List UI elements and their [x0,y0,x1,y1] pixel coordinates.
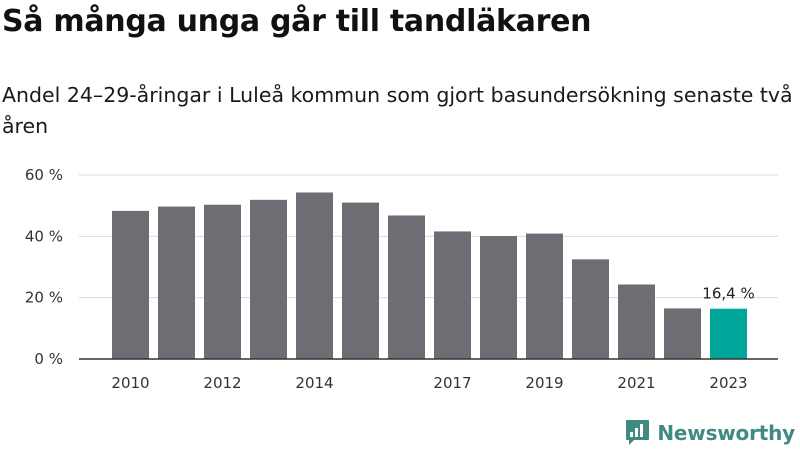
bar [526,233,563,359]
y-tick-label: 20 % [25,289,63,307]
bar [388,215,425,359]
x-tick-label: 2014 [295,374,333,392]
bar [204,204,241,359]
bar [434,231,471,359]
x-tick-label: 2023 [709,374,747,392]
x-tick-label: 2017 [433,374,471,392]
x-tick-label: 2019 [525,374,563,392]
bar [342,202,379,359]
chart-subtitle: Andel 24–29-åringar i Luleå kommun som g… [2,83,793,138]
bar [296,192,333,359]
y-tick-label: 0 % [34,350,63,368]
data-label: 16,4 % [702,285,754,303]
bar [112,210,149,359]
bar [572,259,609,359]
bar [480,236,517,359]
x-tick-label: 2021 [617,374,655,392]
bar [664,308,701,359]
bar [158,206,195,359]
bar [710,308,747,359]
y-tick-label: 40 % [25,227,63,245]
y-tick-label: 60 % [25,166,63,184]
x-tick-label: 2010 [111,374,149,392]
brand: Newsworthy [625,419,795,446]
brand-name: Newsworthy [657,420,795,445]
bar [618,284,655,359]
newsworthy-logo-icon [626,420,650,445]
chart-title: Så många unga går till tandläkaren [2,4,592,39]
bar [250,199,287,359]
x-tick-label: 2012 [203,374,241,392]
